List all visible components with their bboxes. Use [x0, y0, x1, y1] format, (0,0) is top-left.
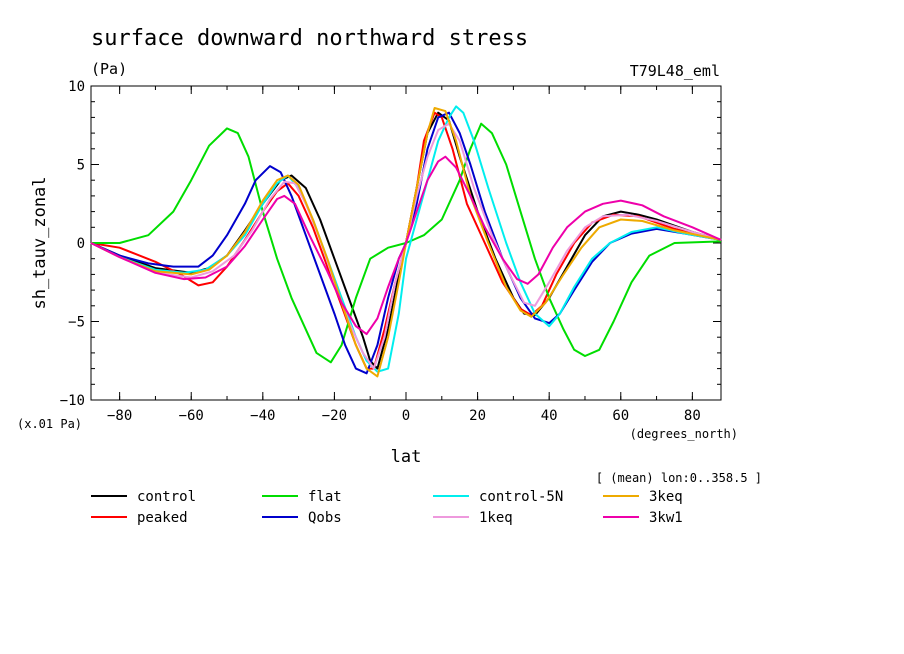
- x-tick-label: −40: [250, 408, 275, 424]
- legend-label-3kw1: 3kw1: [649, 510, 683, 526]
- series-line-3kw1: [90, 155, 722, 336]
- y-tick-label: −10: [60, 393, 85, 409]
- y-tick-label: 5: [77, 158, 85, 174]
- legend-label-peaked: peaked: [137, 510, 188, 526]
- run-label: T79L48_eml: [630, 62, 720, 80]
- x-tick-label: −80: [107, 408, 132, 424]
- legend-label-control-5n: control-5N: [479, 489, 563, 505]
- series-line-3keq: [90, 107, 722, 378]
- legend-label-control: control: [137, 489, 196, 505]
- series-line-control-5n: [90, 105, 722, 373]
- legend-label-1keq: 1keq: [479, 510, 513, 526]
- x-units-label: (degrees_north): [630, 427, 738, 441]
- y-axis-ticks: −10 −5 0 5 10: [60, 79, 721, 409]
- x-tick-label: 0: [402, 408, 410, 424]
- chart-title: surface downward northward stress: [91, 26, 528, 51]
- plot-area: −80 −60 −40 −20 0 20 40 60 80 −10 −5 0 5 10: [60, 79, 722, 424]
- x-axis-label: lat: [391, 447, 422, 467]
- y-axis-label: sh_tauv_zonal: [30, 176, 50, 309]
- legend-label-3keq: 3keq: [649, 489, 683, 505]
- y-tick-label: 0: [77, 236, 85, 252]
- series-lines: [90, 105, 722, 378]
- x-tick-label: 20: [469, 408, 486, 424]
- legend-label-flat: flat: [308, 489, 342, 505]
- mean-note: [ (mean) lon:0..358.5 ]: [596, 471, 762, 485]
- x-tick-label: 60: [612, 408, 629, 424]
- y-tick-label: −5: [68, 315, 85, 331]
- y-tick-label: 10: [68, 79, 85, 95]
- x-tick-label: −60: [179, 408, 204, 424]
- legend-label-qobs: Qobs: [308, 510, 342, 526]
- legend: control peaked flat Qobs control-5N 1keq 3keq 3…: [91, 489, 683, 526]
- x-tick-label: −20: [322, 408, 347, 424]
- x-tick-label: 40: [541, 408, 558, 424]
- x-axis-ticks: −80 −60 −40 −20 0 20 40 60 80: [107, 86, 701, 424]
- x-tick-label: 80: [684, 408, 701, 424]
- chart-units: (Pa): [91, 60, 127, 78]
- y-scale-note: (x.01 Pa): [17, 417, 82, 431]
